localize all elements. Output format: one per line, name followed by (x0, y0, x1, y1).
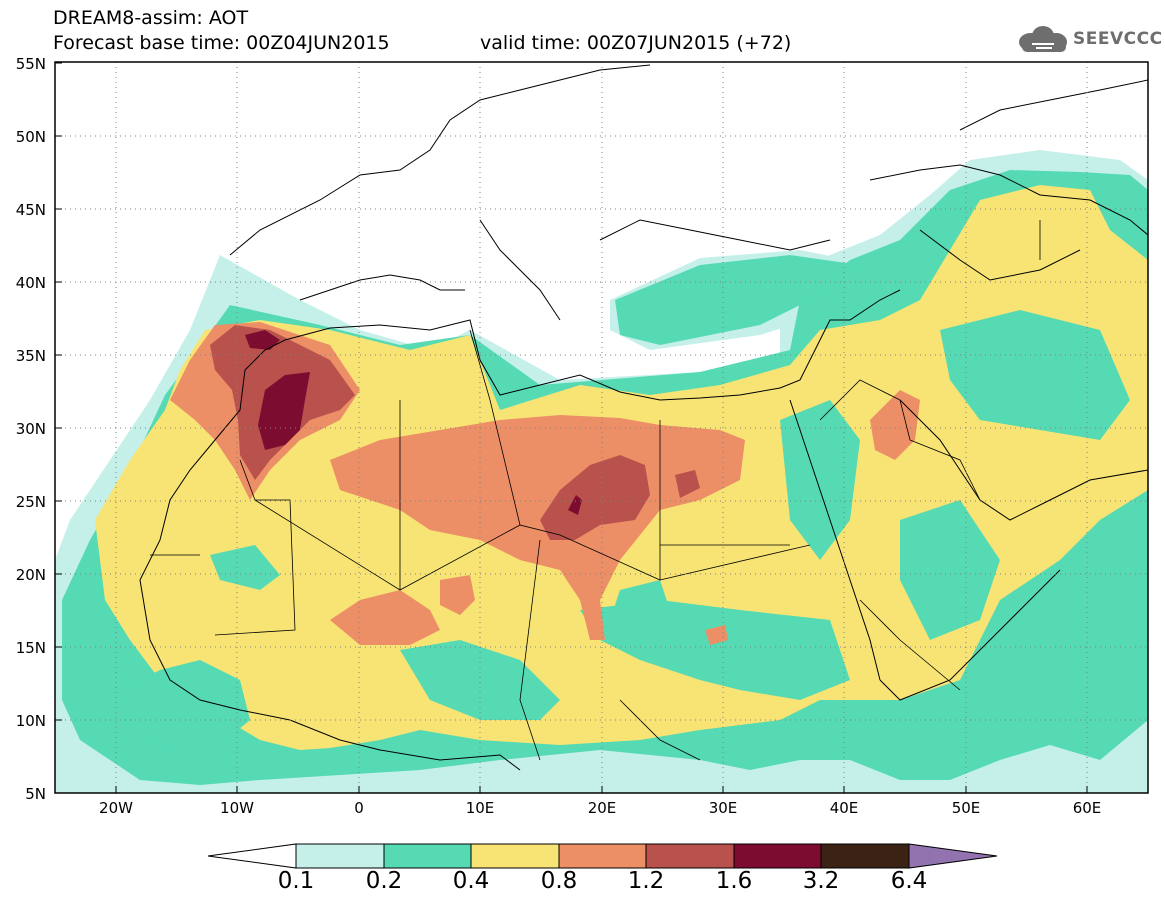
aot-field (55, 150, 1148, 793)
colorbar-label: 0.8 (540, 868, 578, 894)
lon-label: 20W (99, 799, 133, 817)
lat-label: 35N (16, 347, 46, 365)
logo-text: SEEVCCC (1073, 29, 1163, 49)
colorbar-segment (295, 843, 385, 869)
map-title: DREAM8-assim: AOT (53, 7, 249, 29)
lon-label: 40E (830, 799, 859, 817)
lat-label: 55N (16, 55, 46, 73)
cloud-logo-icon (1019, 26, 1067, 52)
colorbar-segment (733, 843, 822, 869)
lon-label: 50E (952, 799, 981, 817)
colorbar-segment (383, 843, 472, 869)
colorbar-segment (645, 843, 735, 869)
lon-label: 20E (588, 799, 617, 817)
colorbar-label: 0.1 (277, 868, 315, 894)
colorbar-label: 0.4 (452, 868, 490, 894)
colorbar-label: 1.6 (715, 868, 753, 894)
gridlines (55, 62, 1148, 793)
lat-label: 50N (16, 128, 46, 146)
lat-label: 20N (16, 566, 46, 584)
lat-label: 10N (16, 712, 46, 730)
lat-label: 40N (16, 274, 46, 292)
lon-label: 30E (709, 799, 738, 817)
valid-time: valid time: 00Z07JUN2015 (+72) (480, 32, 792, 54)
colorbar-label: 3.2 (802, 868, 840, 894)
lat-label: 30N (16, 420, 46, 438)
lat-label: 15N (16, 639, 46, 657)
lon-label: 10W (220, 799, 254, 817)
lon-label: 0 (354, 799, 364, 817)
lon-label: 10E (466, 799, 495, 817)
colorbar-low-arrow (207, 843, 297, 869)
lon-ticks (115, 786, 1088, 793)
colorbar-label: 6.4 (890, 868, 928, 894)
forecast-base-time: Forecast base time: 00Z04JUN2015 (53, 32, 390, 54)
lon-label: 60E (1073, 799, 1102, 817)
lat-ticks (55, 62, 62, 721)
lat-label: 5N (25, 785, 46, 803)
colorbar-high-arrow (908, 843, 998, 869)
colorbar-segment (820, 843, 910, 869)
colorbar-label: 1.2 (627, 868, 665, 894)
colorbar-label: 0.2 (365, 868, 403, 894)
lat-label: 45N (16, 201, 46, 219)
colorbar-segment (558, 843, 647, 869)
colorbar (207, 843, 998, 869)
country-borders (150, 220, 1041, 761)
lat-label: 25N (16, 493, 46, 511)
colorbar-segment (470, 843, 560, 869)
